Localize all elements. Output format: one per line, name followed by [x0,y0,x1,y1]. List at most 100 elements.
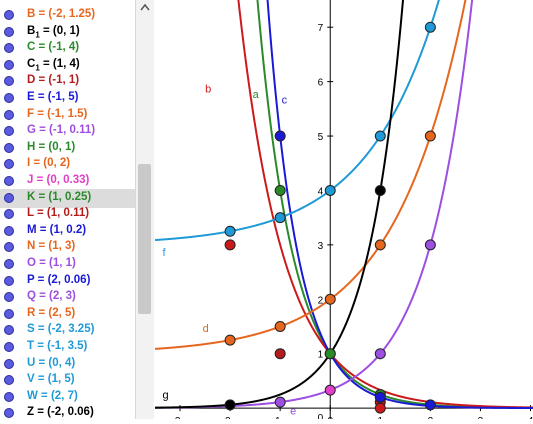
algebra-item-o[interactable]: O = (1, 1) [0,255,135,274]
algebra-item-h[interactable]: H = (0, 1) [0,139,135,158]
point-q [424,239,436,251]
point-s [224,225,236,237]
point-i [324,293,336,305]
point-r [424,130,436,142]
visibility-toggle-icon[interactable] [4,76,14,87]
algebra-item-w[interactable]: W = (2, 7) [0,388,135,407]
algebra-item-m[interactable]: M = (1, 0.2) [0,222,135,241]
algebra-item-n[interactable]: N = (1, 3) [0,238,135,257]
algebra-item-q[interactable]: Q = (2, 3) [0,288,135,307]
y-tick-label: 3 [318,241,324,252]
visibility-toggle-icon[interactable] [4,408,14,419]
curve-label-g: g [163,389,169,401]
curve-a [256,0,533,409]
algebra-item-label: C = (-1, 4) [27,41,80,54]
algebra-item-label: R = (2, 5) [27,306,76,319]
algebra-item-label: D = (-1, 1) [27,74,80,87]
algebra-item-label: E = (-1, 5) [27,91,79,103]
algebra-item-l[interactable]: L = (1, 0.11) [0,205,135,224]
curve-d [154,0,467,350]
visibility-toggle-icon[interactable] [4,59,14,70]
visibility-toggle-icon[interactable] [4,292,14,303]
origin-label: 0 [318,413,324,419]
visibility-toggle-icon[interactable] [4,308,14,319]
visibility-toggle-icon[interactable] [4,126,14,137]
y-tick-label: 1 [318,350,324,361]
point-n [374,239,386,251]
visibility-toggle-icon[interactable] [4,176,14,186]
algebra-item-e[interactable]: E = (-1, 5) [0,89,135,108]
algebra-item-label: L = (1, 0.11) [27,207,90,220]
curve-g [155,0,405,409]
visibility-toggle-icon[interactable] [4,275,14,286]
visibility-toggle-icon[interactable] [4,259,14,269]
algebra-item-label: Q = (2, 3) [27,290,76,303]
algebra-item-c1[interactable]: C1 = (1, 4) [0,56,135,75]
algebra-item-label: N = (1, 3) [27,240,76,253]
visibility-toggle-icon[interactable] [4,391,14,402]
algebra-item-i[interactable]: I = (0, 2) [0,155,135,174]
algebra-item-d[interactable]: D = (-1, 1) [0,72,135,91]
scroll-thumb[interactable] [138,164,151,314]
point-b [224,334,236,346]
algebra-item-s[interactable]: S = (-2, 3.25) [0,321,135,340]
y-tick-label: 2 [318,295,324,306]
visibility-toggle-icon[interactable] [4,375,14,386]
algebra-item-label: F = (-1, 1.5) [27,107,88,120]
algebra-item-label: G = (-1, 0.11) [27,124,96,137]
curve-c [266,0,533,410]
visibility-toggle-icon[interactable] [4,209,14,220]
scroll-up-arrow-icon[interactable] [136,0,154,16]
point-unnamed [224,239,236,251]
y-tick-label: 5 [318,132,324,143]
point-o [374,348,386,360]
algebra-item-c[interactable]: C = (-1, 4) [0,39,135,58]
algebra-item-z[interactable]: Z = (-2, 0.06) [0,404,135,419]
visibility-toggle-icon[interactable] [4,159,14,170]
curve-label-c: c [282,94,288,106]
visibility-toggle-icon[interactable] [4,342,14,352]
visibility-toggle-icon[interactable] [4,26,14,37]
graph-canvas[interactable]: -3-2-10123412345670abcdefg [154,0,533,424]
algebra-item-label: T = (-1, 3.5) [27,340,88,352]
algebra-item-r[interactable]: R = (2, 5) [0,305,135,324]
algebra-item-b[interactable]: B = (-2, 1.25) [0,6,135,25]
graphics-view[interactable]: -3-2-10123412345670abcdefg [154,0,533,424]
curve-f [154,0,440,242]
algebra-item-k[interactable]: K = (1, 0.25) [0,188,135,208]
visibility-toggle-icon[interactable] [4,142,14,153]
algebra-item-label: U = (0, 4) [27,356,76,369]
visibility-toggle-icon[interactable] [4,43,14,54]
visibility-toggle-icon[interactable] [4,358,14,369]
visibility-toggle-icon[interactable] [4,242,14,253]
point-unnamed [374,402,386,414]
point-z [224,399,236,411]
algebra-item-b1[interactable]: B1 = (0, 1) [0,23,135,42]
visibility-toggle-icon[interactable] [4,93,14,103]
algebra-item-label: P = (2, 0.06) [27,273,91,286]
point-h [324,348,336,360]
visibility-toggle-icon[interactable] [4,225,14,236]
algebra-item-v[interactable]: V = (1, 5) [0,371,135,390]
algebra-item-g[interactable]: G = (-1, 0.11) [0,122,135,141]
point-v [374,130,386,142]
point-u [324,184,336,196]
algebra-item-label: C1 = (1, 4) [27,57,80,73]
algebra-item-f[interactable]: F = (-1, 1.5) [0,106,135,125]
algebra-item-j[interactable]: J = (0, 0.33) [0,172,135,191]
point-d [274,348,286,360]
algebra-scrollbar[interactable] [135,0,154,419]
algebra-item-u[interactable]: U = (0, 4) [0,355,135,374]
point-g [274,396,286,408]
algebra-item-p[interactable]: P = (2, 0.06) [0,272,135,291]
visibility-toggle-icon[interactable] [4,325,14,336]
visibility-toggle-icon[interactable] [4,192,14,203]
algebra-item-label: S = (-2, 3.25) [27,323,95,336]
visibility-toggle-icon[interactable] [4,109,14,120]
algebra-item-label: O = (1, 1) [27,257,76,269]
algebra-item-label: M = (1, 0.2) [27,223,87,236]
algebra-item-label: V = (1, 5) [27,373,75,386]
algebra-item-label: W = (2, 7) [27,389,78,402]
visibility-toggle-icon[interactable] [4,10,14,20]
algebra-item-t[interactable]: T = (-1, 3.5) [0,338,135,357]
